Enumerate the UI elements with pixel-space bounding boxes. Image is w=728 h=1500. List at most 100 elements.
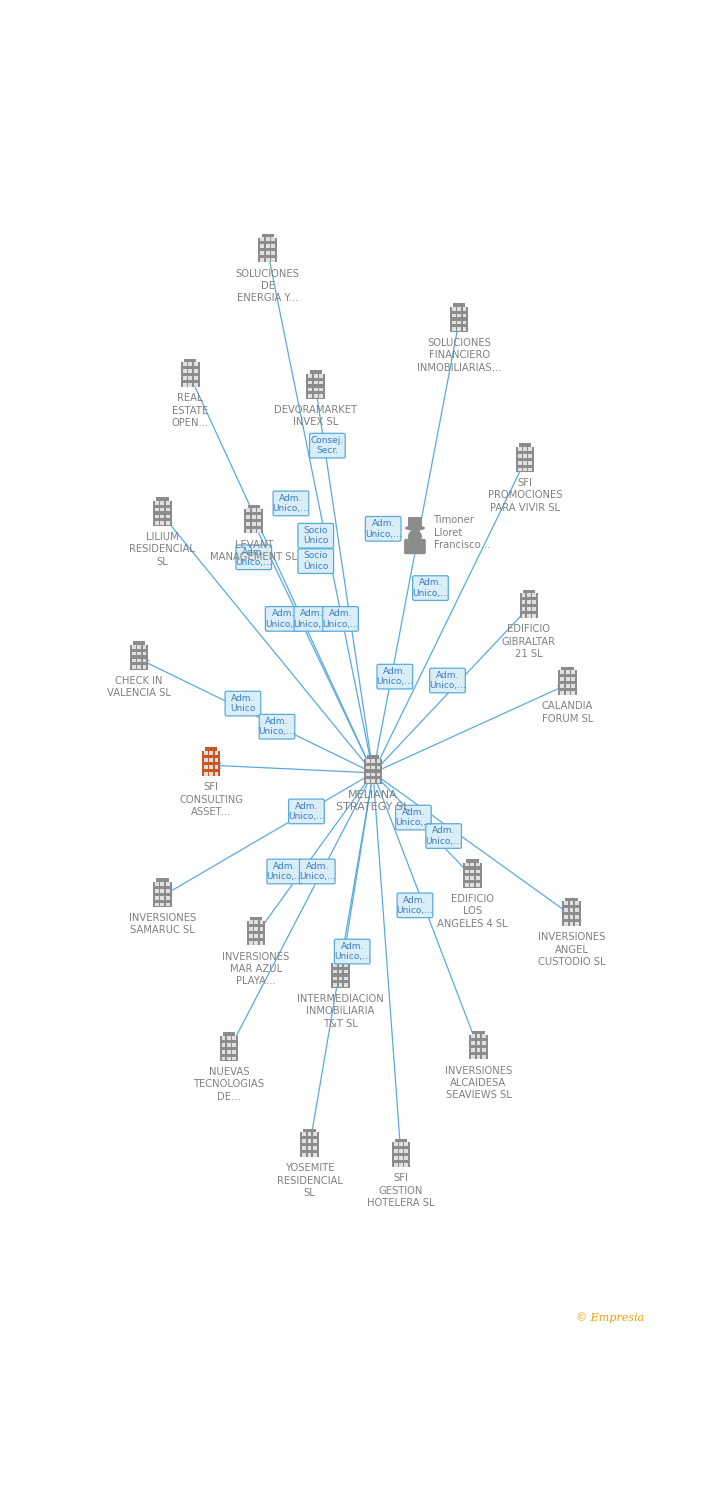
Bar	[314, 387, 317, 392]
Text: Adm.
Unico,...: Adm. Unico,...	[395, 808, 432, 828]
Bar	[247, 921, 266, 945]
Bar	[566, 676, 569, 681]
Text: Adm.
Unico,...: Adm. Unico,...	[293, 609, 331, 628]
Text: LILIUM
RESIDENCIAL
SL: LILIUM RESIDENCIAL SL	[130, 532, 195, 567]
Bar	[309, 381, 312, 384]
Bar	[260, 927, 264, 932]
Bar	[470, 870, 474, 873]
Bar	[204, 765, 207, 768]
FancyBboxPatch shape	[267, 859, 303, 883]
FancyBboxPatch shape	[298, 524, 333, 548]
Bar	[155, 903, 159, 906]
Text: Adm.
Unico,...: Adm. Unico,...	[334, 942, 371, 962]
Bar	[308, 1146, 312, 1150]
Bar	[365, 780, 370, 783]
Bar	[160, 882, 165, 885]
Bar	[166, 896, 170, 900]
Text: Adm.
Unico,...: Adm. Unico,...	[376, 668, 414, 687]
Bar	[166, 507, 170, 512]
Text: Adm.
Unico,...: Adm. Unico,...	[272, 494, 309, 513]
Bar	[261, 258, 264, 262]
Bar	[367, 754, 379, 759]
Bar	[132, 645, 135, 648]
Bar	[160, 890, 165, 892]
Bar	[153, 501, 172, 525]
Bar	[569, 922, 574, 926]
Bar	[249, 921, 253, 924]
Bar	[521, 592, 526, 597]
Bar	[405, 1162, 408, 1167]
Bar	[521, 608, 526, 610]
FancyBboxPatch shape	[413, 576, 448, 600]
Bar	[364, 759, 382, 783]
Bar	[482, 1035, 486, 1038]
Bar	[365, 759, 370, 762]
Bar	[260, 940, 264, 945]
Bar	[457, 327, 461, 332]
Bar	[339, 969, 342, 974]
Bar	[132, 651, 135, 656]
Text: INVERSIONES
ANGEL
CUSTODIO SL: INVERSIONES ANGEL CUSTODIO SL	[538, 933, 605, 968]
Bar	[558, 670, 577, 694]
Bar	[252, 516, 256, 519]
Bar	[394, 1149, 397, 1154]
Bar	[266, 244, 269, 248]
Bar	[471, 1041, 475, 1046]
Bar	[272, 251, 275, 255]
Bar	[155, 514, 159, 519]
Bar	[189, 369, 192, 374]
Bar	[471, 1035, 475, 1038]
Text: Adm.
Unico,...: Adm. Unico,...	[429, 670, 466, 690]
Bar	[250, 916, 262, 921]
Bar	[520, 594, 538, 618]
Bar	[523, 453, 527, 458]
Text: SOLUCIONES
FINANCIERO
INMOBILIARIAS...: SOLUCIONES FINANCIERO INMOBILIARIAS...	[417, 338, 502, 372]
Bar	[130, 645, 149, 669]
Text: EDIFICIO
LOS
ANGELES 4 SL: EDIFICIO LOS ANGELES 4 SL	[437, 894, 507, 928]
Bar	[566, 897, 578, 902]
Bar	[227, 1056, 231, 1060]
Bar	[254, 921, 258, 924]
Bar	[248, 506, 260, 509]
Text: Adm.
Unico,...: Adm. Unico,...	[265, 609, 301, 628]
Bar	[320, 374, 323, 378]
Bar	[254, 940, 258, 945]
Bar	[189, 362, 192, 366]
Bar	[331, 963, 350, 987]
Bar	[399, 1149, 403, 1154]
Bar	[261, 244, 264, 248]
Bar	[564, 902, 568, 904]
FancyBboxPatch shape	[273, 490, 309, 516]
Bar	[571, 676, 575, 681]
Bar	[194, 362, 197, 366]
Bar	[302, 1146, 306, 1150]
Bar	[160, 501, 165, 504]
Bar	[529, 453, 532, 458]
Bar	[209, 771, 213, 776]
Bar	[227, 1042, 231, 1047]
Text: SFI
CONSULTING
ASSET...: SFI CONSULTING ASSET...	[179, 782, 243, 818]
Bar	[376, 780, 381, 783]
Bar	[221, 1042, 226, 1047]
FancyBboxPatch shape	[377, 664, 413, 688]
Bar	[166, 522, 170, 525]
Bar	[527, 592, 531, 597]
Bar	[308, 1132, 312, 1136]
FancyBboxPatch shape	[259, 714, 295, 740]
Bar	[254, 927, 258, 932]
Bar	[564, 908, 568, 912]
Bar	[313, 1146, 317, 1150]
Bar	[405, 1156, 408, 1160]
Bar	[575, 922, 579, 926]
Bar	[569, 915, 574, 920]
FancyBboxPatch shape	[395, 806, 431, 830]
Bar	[532, 600, 537, 604]
Bar	[261, 251, 264, 255]
Bar	[571, 670, 575, 674]
Bar	[252, 530, 256, 532]
Bar	[143, 658, 146, 663]
Bar	[209, 765, 213, 768]
Bar	[527, 600, 531, 604]
FancyBboxPatch shape	[288, 800, 324, 824]
Text: INVERSIONES
ALCAIDESA
SEAVIEWS SL: INVERSIONES ALCAIDESA SEAVIEWS SL	[445, 1065, 512, 1101]
